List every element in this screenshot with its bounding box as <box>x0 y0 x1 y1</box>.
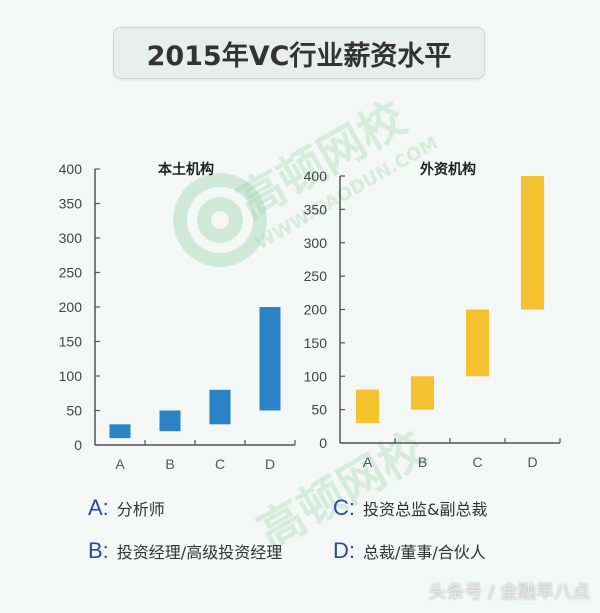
legend-label: 分析师 <box>116 500 165 519</box>
legend-key: C: <box>333 495 355 520</box>
y-tick-label: 200 <box>59 299 83 315</box>
legend-key: D: <box>333 538 355 563</box>
x-tick-label: B <box>165 456 174 472</box>
x-tick-label: C <box>215 456 225 472</box>
y-tick-label: 300 <box>59 230 83 246</box>
chart-foreign: 外资机构 0 50 100 150 200 250 300 350 400 A B C D <box>290 150 590 480</box>
x-tick-label: C <box>472 454 482 470</box>
page-title: 2015年VC行业薪资水平 <box>113 27 485 79</box>
y-tick-label: 200 <box>304 302 328 318</box>
chart-title: 外资机构 <box>420 161 476 178</box>
y-tick-label: 0 <box>319 435 327 451</box>
range-bar-b <box>159 410 181 432</box>
y-tick-label: 50 <box>66 403 82 419</box>
y-tick-label: 400 <box>59 161 83 177</box>
range-bar-d <box>259 307 281 411</box>
legend-item-a: A: 分析师 <box>88 495 165 521</box>
legend-label: 投资总监&副总裁 <box>363 500 488 519</box>
x-tick-label: D <box>527 454 537 470</box>
legend-key: B: <box>88 538 109 563</box>
chart-title: 本土机构 <box>158 161 214 178</box>
range-bar-d <box>520 176 545 310</box>
y-tick-label: 250 <box>59 265 83 281</box>
legend-item-b: B: 投资经理/高级投资经理 <box>88 538 282 564</box>
y-tick-label: 250 <box>304 268 328 284</box>
y-tick-label: 100 <box>59 368 83 384</box>
y-tick-label: 150 <box>304 335 328 351</box>
legend-label: 投资经理/高级投资经理 <box>116 543 283 562</box>
x-tick-label: D <box>265 456 275 472</box>
y-tick-label: 150 <box>59 334 83 350</box>
legend-label: 总裁/董事/合伙人 <box>363 543 486 562</box>
legend-item-c: C: 投资总监&副总裁 <box>333 495 487 521</box>
x-tick-label: A <box>115 456 125 472</box>
range-bar-a <box>355 389 380 423</box>
x-tick-label: B <box>418 454 427 470</box>
legend-item-d: D: 总裁/董事/合伙人 <box>333 538 486 564</box>
range-bar-c <box>209 389 231 425</box>
y-tick-label: 300 <box>304 235 328 251</box>
range-bar-a <box>109 424 131 439</box>
y-tick-label: 50 <box>311 402 327 418</box>
chart-domestic: 本土机构 0 50 100 150 200 250 300 350 400 A B C D <box>40 150 300 480</box>
range-bar-c <box>465 309 490 377</box>
legend-key: A: <box>88 495 109 520</box>
y-tick-label: 100 <box>304 368 328 384</box>
x-tick-label: A <box>363 454 373 470</box>
range-bar-b <box>410 376 435 410</box>
footer-source: 头条号 / 金融早八点 <box>428 582 590 603</box>
y-tick-label: 350 <box>59 196 83 212</box>
y-tick-label: 400 <box>304 168 328 184</box>
y-tick-label: 0 <box>74 437 82 453</box>
y-tick-label: 350 <box>304 201 328 217</box>
